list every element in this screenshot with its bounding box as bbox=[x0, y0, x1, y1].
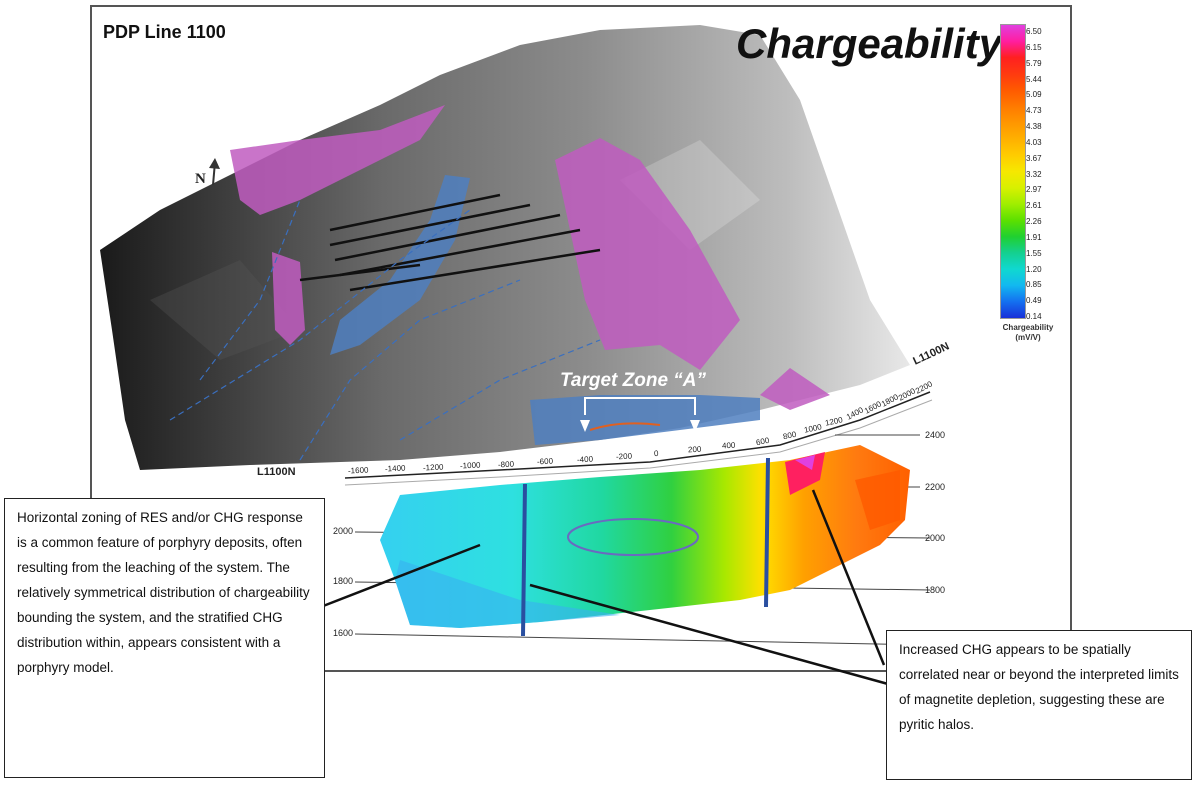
colorbar-tick: 5.79 bbox=[1026, 58, 1042, 68]
drillhole-east bbox=[764, 457, 770, 608]
station-label: -1600 bbox=[347, 465, 369, 476]
elevation-label-right: 2400 bbox=[925, 430, 946, 440]
colorbar-tick: 2.61 bbox=[1026, 201, 1042, 211]
line-label-left: L1100N bbox=[257, 466, 296, 478]
callout-left: Horizontal zoning of RES and/or CHG resp… bbox=[4, 498, 325, 778]
colorbar-tick: 4.03 bbox=[1026, 137, 1042, 147]
colorbar bbox=[1000, 24, 1026, 319]
elevation-label-left: 2000 bbox=[333, 526, 354, 536]
pink-zone-west bbox=[272, 252, 305, 345]
colorbar-tick: 4.73 bbox=[1026, 106, 1042, 116]
colorbar-tick: 0.49 bbox=[1026, 296, 1042, 306]
station-label: -800 bbox=[497, 459, 515, 469]
colorbar-tick: 2.26 bbox=[1026, 217, 1042, 226]
line-title: PDP Line 1100 bbox=[103, 22, 226, 42]
station-axis bbox=[344, 391, 931, 479]
colorbar-tick: 0.85 bbox=[1026, 280, 1042, 290]
colorbar-tick: 4.38 bbox=[1026, 122, 1042, 131]
station-label: -600 bbox=[537, 456, 554, 467]
north-label: N bbox=[195, 171, 206, 187]
pink-zone-east bbox=[555, 138, 740, 370]
pink-zone-north bbox=[230, 105, 445, 215]
colorbar-tick: 1.55 bbox=[1026, 248, 1042, 258]
elevation-label-left: 1600 bbox=[333, 628, 354, 638]
colorbar-tick: 5.44 bbox=[1026, 74, 1042, 84]
low-chargeability-ellipse bbox=[567, 518, 699, 556]
target-zone-label: Target Zone “A” bbox=[560, 370, 707, 391]
colorbar-tick: 3.32 bbox=[1026, 169, 1042, 179]
colorbar-tick: 2.97 bbox=[1026, 185, 1042, 195]
station-label: -1000 bbox=[459, 460, 481, 471]
station-label: -1400 bbox=[385, 463, 407, 474]
colorbar-tick: 6.50 bbox=[1026, 27, 1042, 36]
chargeability-section bbox=[380, 445, 910, 628]
station-label: 200 bbox=[687, 444, 702, 455]
colorbar-tick: 5.09 bbox=[1026, 90, 1042, 100]
elevation-label-right: 1800 bbox=[925, 585, 946, 595]
colorbar-tick: 1.20 bbox=[1026, 264, 1042, 274]
elevation-label-right: 2200 bbox=[925, 482, 946, 492]
elevation-label-left: 1800 bbox=[333, 576, 354, 586]
station-label: 0 bbox=[653, 449, 659, 459]
main-title: Chargeability bbox=[736, 20, 1003, 67]
station-label: -400 bbox=[576, 454, 594, 465]
colorbar-tick: 3.67 bbox=[1026, 153, 1042, 163]
target-bracket bbox=[584, 397, 696, 415]
colorbar-tick: 0.14 bbox=[1026, 312, 1042, 321]
colorbar-label: Chargeability (mV/V) bbox=[1002, 323, 1054, 342]
colorbar-tick: 6.15 bbox=[1026, 42, 1042, 52]
station-label: 400 bbox=[721, 440, 736, 451]
station-label: -1200 bbox=[422, 462, 444, 473]
colorbar-tick: 1.91 bbox=[1026, 232, 1042, 242]
callout-right: Increased CHG appears to be spatially co… bbox=[886, 630, 1192, 780]
drillhole-west bbox=[521, 483, 527, 637]
elevation-label-right: 2000 bbox=[925, 533, 946, 543]
station-label: -200 bbox=[616, 451, 633, 462]
